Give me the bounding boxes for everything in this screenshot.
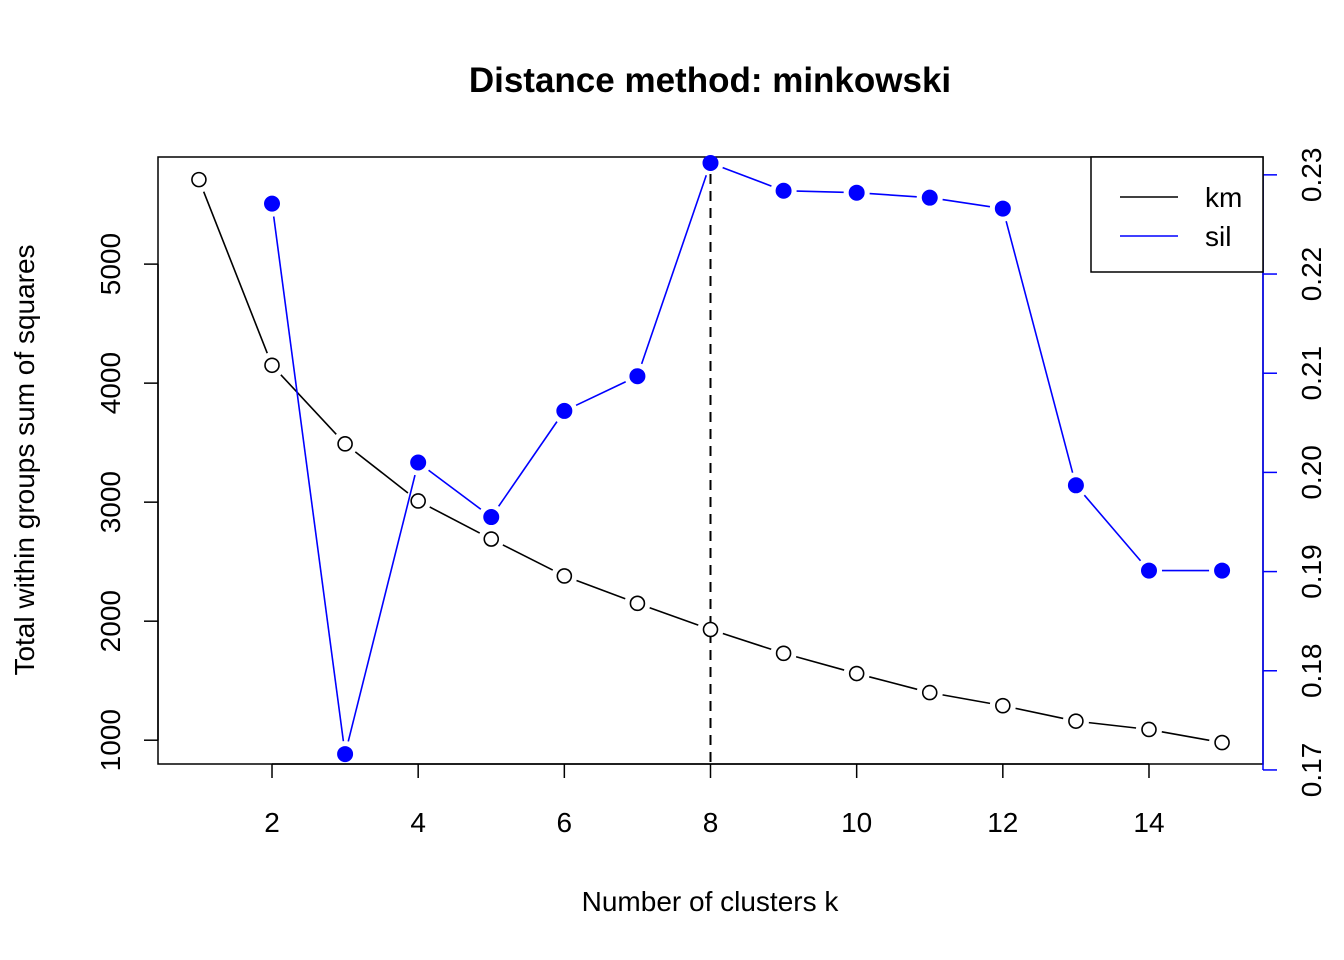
km-point: [556, 568, 573, 584]
km-point: [410, 493, 426, 509]
km-segment: [795, 656, 845, 671]
km-point: [191, 171, 207, 188]
km-segment: [576, 579, 626, 600]
x-tick-label: 4: [410, 807, 426, 838]
km-point: [264, 357, 280, 374]
sil-point: [921, 189, 938, 206]
x-tick-label: 12: [987, 807, 1018, 838]
x-axis: 2 4 6 8 10 12 14: [264, 763, 1165, 838]
y-left-tick-label: 2000: [95, 590, 126, 652]
sil-point: [264, 195, 281, 212]
sil-segment: [1083, 494, 1142, 562]
x-tick-label: 8: [703, 807, 719, 838]
sil-point: [994, 200, 1011, 217]
sil-segment: [347, 474, 416, 742]
y-right-tick-label: 0.19: [1296, 544, 1327, 599]
km-point: [629, 595, 646, 612]
x-axis-label: Number of clusters k: [582, 886, 840, 917]
y-axis-right: 0.17 0.18 0.19 0.20 0.21 0.22 0.23: [1262, 148, 1327, 798]
km-point: [921, 684, 938, 701]
x-tick-label: 6: [557, 807, 573, 838]
sil-point: [848, 184, 865, 201]
km-segment: [1161, 730, 1210, 742]
y-left-tick-label: 1000: [95, 709, 126, 771]
y-left-tick-label: 3000: [95, 471, 126, 533]
x-tick-label: 14: [1133, 807, 1164, 838]
km-segment: [722, 632, 772, 651]
km-point: [1214, 734, 1230, 751]
sil-point: [483, 509, 500, 526]
sil-point: [702, 154, 719, 171]
legend: km sil: [1090, 156, 1264, 273]
y-right-tick-label: 0.23: [1296, 148, 1327, 203]
y-axis-left: 1000 2000 3000 4000 5000: [95, 233, 159, 771]
sil-point: [629, 368, 646, 385]
sil-segment: [428, 469, 482, 510]
km-segment: [202, 191, 268, 354]
sil-segment: [942, 198, 991, 208]
sil-point: [337, 746, 354, 763]
km-segment: [869, 676, 918, 691]
sil-point: [775, 182, 792, 199]
y-right-tick-label: 0.17: [1296, 743, 1327, 798]
km-point: [483, 531, 500, 547]
sil-segment: [575, 381, 627, 407]
km-point: [995, 697, 1011, 714]
legend-box: [1090, 156, 1264, 273]
sil-point: [1140, 562, 1157, 579]
km-series: [191, 171, 1230, 751]
km-segment: [354, 451, 409, 494]
legend-sil-label: sil: [1205, 221, 1231, 252]
km-point: [337, 436, 353, 452]
y-left-tick-label: 4000: [95, 352, 126, 414]
sil-segment: [869, 192, 917, 198]
sil-segment: [722, 166, 772, 187]
sil-segment: [272, 216, 345, 742]
y-right-tick-label: 0.22: [1296, 247, 1327, 302]
sil-segment: [640, 174, 708, 365]
sil-segment: [796, 190, 844, 194]
x-tick-label: 10: [841, 807, 872, 838]
km-segment: [502, 544, 554, 571]
legend-km-label: km: [1205, 182, 1242, 213]
km-point: [1068, 713, 1084, 729]
km-segment: [1088, 721, 1137, 729]
y-right-tick-label: 0.21: [1296, 346, 1327, 401]
x-tick-label: 2: [264, 807, 280, 838]
y-left-tick-label: 5000: [95, 233, 126, 295]
sil-point: [1067, 477, 1084, 494]
sil-point: [410, 454, 427, 471]
sil-point: [1214, 562, 1231, 579]
km-segment: [649, 606, 699, 626]
km-point: [702, 621, 719, 638]
sil-segment: [1005, 220, 1074, 473]
km-segment: [1015, 707, 1064, 720]
km-segment: [280, 374, 337, 435]
km-point: [848, 665, 865, 682]
km-point: [775, 645, 792, 662]
y-right-tick-label: 0.20: [1296, 445, 1327, 500]
sil-point: [556, 402, 573, 419]
km-segment: [942, 694, 991, 705]
sil-segment: [497, 421, 558, 507]
km-segment: [429, 506, 481, 534]
chart-title: Distance method: minkowski: [469, 61, 951, 100]
y-right-tick-label: 0.18: [1296, 644, 1327, 699]
km-point: [1141, 721, 1157, 738]
sil-series: [264, 154, 1231, 763]
y-axis-label: Total within groups sum of squares: [9, 244, 40, 675]
